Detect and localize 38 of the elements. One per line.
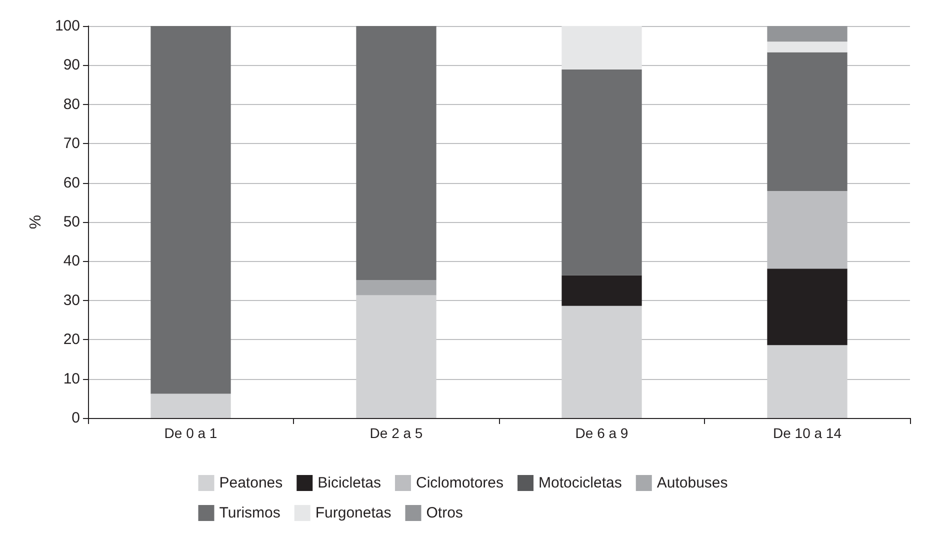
y-tick-label: 70 xyxy=(63,135,80,152)
x-tick-label: De 6 a 9 xyxy=(575,425,628,441)
legend-label: Peatones xyxy=(219,474,283,492)
bar xyxy=(356,26,436,280)
bar xyxy=(356,280,436,296)
bar xyxy=(150,26,231,394)
y-tick-label: 20 xyxy=(63,331,80,348)
y-tick-label: 50 xyxy=(63,214,80,230)
x-tick-label: De 2 a 5 xyxy=(370,425,423,441)
bar xyxy=(767,345,848,418)
y-tick-label: 100 xyxy=(54,18,80,34)
x-tick-label: De 0 a 1 xyxy=(164,425,218,441)
legend-label: Ciclomotores xyxy=(416,474,504,492)
legend-label: Autobuses xyxy=(656,474,728,492)
bar xyxy=(562,306,642,418)
legend-label: Furgonetas xyxy=(315,504,392,522)
legend-label: Otros xyxy=(426,504,463,522)
legend-label: Bicicletas xyxy=(318,474,381,492)
y-tick-label: 60 xyxy=(63,174,80,192)
bar xyxy=(767,52,848,192)
bar xyxy=(562,70,642,276)
x-tick-label: De 10 a 14 xyxy=(773,425,842,441)
y-tick-label: 80 xyxy=(63,96,80,113)
bar xyxy=(150,394,231,418)
legend-label: Turismos xyxy=(219,504,280,522)
y-tick-label: 40 xyxy=(63,252,80,270)
bar xyxy=(356,295,436,418)
y-tick-label: 90 xyxy=(63,56,80,74)
bar xyxy=(562,275,642,306)
bar xyxy=(767,268,848,346)
y-tick-label: 30 xyxy=(63,292,80,309)
bar xyxy=(767,26,848,42)
legend-label: Motocicletas xyxy=(538,474,622,492)
bar xyxy=(562,26,642,70)
y-tick-label: 0 xyxy=(72,410,80,426)
y-axis-title: % xyxy=(28,214,45,230)
bar xyxy=(767,42,848,52)
y-tick-label: 10 xyxy=(63,370,80,388)
